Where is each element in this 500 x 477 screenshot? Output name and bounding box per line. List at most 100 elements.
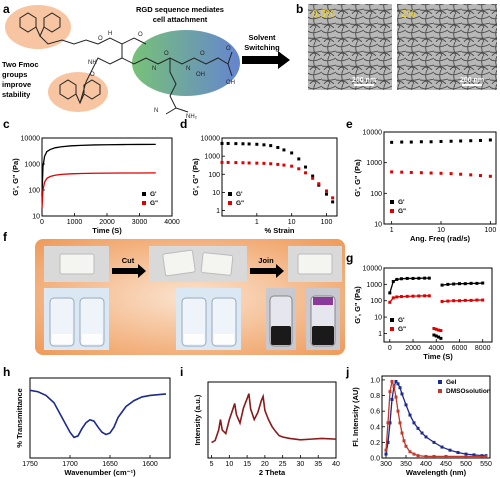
data-point bbox=[459, 139, 463, 143]
data-point bbox=[331, 196, 335, 200]
data-point bbox=[463, 282, 467, 286]
svg-text:OH: OH bbox=[226, 80, 235, 86]
svg-text:NH₂: NH₂ bbox=[186, 114, 198, 120]
x-axis-title: Wavenumber (cm⁻¹) bbox=[64, 468, 136, 477]
y-tick-label: 10 bbox=[374, 315, 382, 322]
data-point bbox=[459, 172, 463, 176]
x-tick-label: 1700 bbox=[62, 461, 78, 468]
legend-swatch bbox=[142, 192, 146, 196]
data-point bbox=[481, 298, 485, 302]
data-point bbox=[408, 413, 412, 417]
data-point bbox=[478, 174, 482, 178]
fmoc-annotation-4: stability bbox=[2, 90, 31, 99]
legend-label: G" bbox=[236, 200, 244, 207]
vial-1b-gel bbox=[82, 334, 102, 344]
data-point bbox=[311, 174, 315, 178]
data-point bbox=[262, 143, 266, 147]
data-point bbox=[317, 182, 321, 186]
data-point bbox=[434, 334, 438, 338]
panel-i-label: i bbox=[180, 365, 183, 379]
data-point bbox=[234, 142, 238, 146]
data-point bbox=[384, 452, 388, 456]
data-point bbox=[427, 294, 431, 298]
data-point bbox=[439, 171, 443, 175]
data-point bbox=[394, 379, 398, 383]
y-tick-label: 1.0 bbox=[370, 377, 380, 384]
panel-d-label: d bbox=[180, 117, 187, 131]
data-point bbox=[396, 409, 400, 413]
data-point bbox=[390, 379, 394, 383]
data-point bbox=[423, 294, 427, 298]
molecule-structure bbox=[19, 12, 233, 115]
data-point bbox=[408, 450, 412, 454]
data-point bbox=[432, 454, 436, 458]
panel-b-label: b bbox=[296, 2, 303, 16]
rgd-highlight bbox=[132, 30, 240, 96]
tem-concentration-2: 2% bbox=[401, 9, 416, 20]
svg-text:O: O bbox=[90, 72, 95, 78]
data-point bbox=[276, 145, 280, 149]
molecule-atoms: O H O N O N O O OH OH N NH₂ NH O bbox=[88, 31, 235, 120]
data-point bbox=[400, 170, 404, 174]
data-point bbox=[457, 282, 461, 286]
legend-swatch bbox=[142, 201, 146, 205]
data-point bbox=[282, 148, 286, 152]
x-axis-title: Time (S) bbox=[92, 226, 122, 235]
data-point bbox=[404, 403, 408, 407]
legend-label: G' bbox=[398, 199, 405, 206]
rgd-annotation-line2: cell attachment bbox=[153, 15, 208, 24]
series-line-G" bbox=[41, 172, 156, 209]
data-point bbox=[390, 140, 394, 144]
legend-label: G" bbox=[150, 200, 158, 207]
data-point bbox=[234, 161, 238, 165]
solvent-switch-arrow bbox=[242, 51, 290, 69]
data-point bbox=[439, 140, 443, 144]
plot-frame-g bbox=[383, 267, 493, 343]
x-tick-label: 15 bbox=[243, 461, 251, 468]
data-point bbox=[488, 174, 492, 178]
data-point bbox=[409, 170, 413, 174]
x-axis-title: % Strain bbox=[264, 226, 294, 235]
data-point bbox=[384, 448, 388, 452]
svg-text:O: O bbox=[98, 36, 103, 42]
data-point bbox=[434, 327, 438, 331]
data-point bbox=[226, 160, 230, 164]
data-point bbox=[388, 300, 392, 304]
x-tick-label: 1000 bbox=[67, 219, 83, 226]
data-point bbox=[437, 328, 441, 332]
y-tick-label: 100 bbox=[208, 172, 220, 179]
fmoc-annotation-2: groups bbox=[2, 70, 27, 79]
x-axis-title: Time (S) bbox=[423, 352, 453, 361]
rgd-annotation-line1: RGD sequence mediates bbox=[136, 5, 224, 14]
vial-2b-gel bbox=[214, 334, 234, 344]
fmoc-annotation-1: Two Fmoc bbox=[2, 60, 39, 69]
data-point bbox=[469, 173, 473, 177]
data-point bbox=[412, 421, 416, 425]
svg-text:O: O bbox=[164, 51, 169, 57]
legend-label: G' bbox=[398, 317, 405, 324]
data-point bbox=[255, 161, 259, 165]
x-tick-label: 1650 bbox=[102, 461, 118, 468]
vial-1a-gel bbox=[52, 334, 72, 344]
x-tick-label: 2000 bbox=[99, 219, 115, 226]
data-point bbox=[412, 452, 416, 456]
tem-scale-0-5: 200 nm bbox=[352, 77, 376, 84]
panel-b: b 0.5% 2% 200 nm 200 nm bbox=[296, 2, 497, 90]
data-point bbox=[400, 140, 404, 144]
gel-cut-piece-2 bbox=[200, 252, 234, 276]
svg-text:N: N bbox=[186, 66, 190, 72]
y-tick-label: 10000 bbox=[363, 130, 383, 137]
data-point bbox=[427, 276, 431, 280]
x-tick-label: 35 bbox=[314, 461, 322, 468]
data-point bbox=[390, 170, 394, 174]
series-line-h bbox=[29, 389, 167, 439]
data-point bbox=[388, 421, 392, 425]
y-tick-label: 10 bbox=[212, 190, 220, 197]
panel-f: f Cut Join bbox=[3, 230, 345, 355]
data-point bbox=[475, 298, 479, 302]
legend-label: G' bbox=[150, 191, 157, 198]
x-tick-label: 25 bbox=[279, 461, 287, 468]
y-axis-title: Fl. Intensity (AU) bbox=[351, 387, 360, 447]
data-point bbox=[452, 282, 456, 286]
